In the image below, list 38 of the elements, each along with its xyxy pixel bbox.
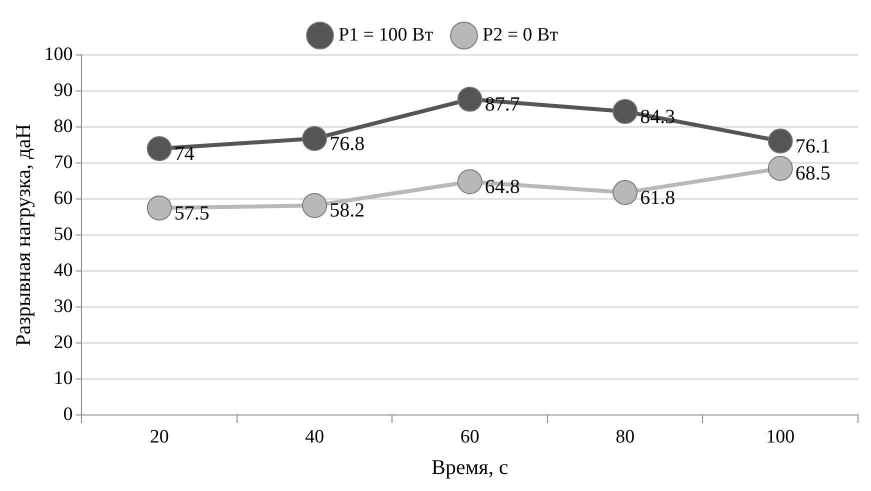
x-tick-label: 80 [616,426,635,448]
y-tick-label: 50 [54,224,73,245]
point [768,156,793,181]
data-label: 64.8 [484,176,520,198]
data-label: 58.2 [330,200,365,222]
point [612,99,638,124]
point [146,136,172,162]
y-axis-title: Разрывная нагрузка, даН [11,124,36,346]
y-tick-label: 40 [54,260,73,281]
y-tick-label: 100 [44,44,73,65]
y-tick-label: 80 [54,116,73,137]
x-tick-label: 100 [766,426,795,448]
data-label: 61.8 [640,186,676,209]
data-label: 57.5 [174,202,210,224]
y-tick-label: 0 [63,404,73,425]
point [302,126,328,152]
y-tick-label: 90 [54,80,73,101]
point [146,196,172,220]
y-tick-label: 60 [54,188,73,209]
point [302,192,328,218]
legend-label: P1 = 100 Вт [338,24,434,46]
data-label: 76.8 [330,132,365,155]
point [457,169,482,194]
point [768,128,793,154]
data-label: 76.1 [795,135,830,158]
y-tick-label: 30 [54,296,73,317]
y-tick-label: 10 [54,368,73,389]
data-label: 68.5 [795,162,830,185]
legend-label: P2 = 0 Вт [482,24,559,46]
x-tick-label: 60 [460,426,480,448]
point [612,180,638,206]
y-tick-label: 20 [54,332,73,353]
data-label: 74 [174,142,194,165]
x-axis-title: Время, с [432,454,508,479]
point [457,86,482,112]
y-tick-label: 70 [54,152,73,173]
x-tick-label: 20 [150,426,169,448]
x-tick-label: 40 [305,426,324,448]
